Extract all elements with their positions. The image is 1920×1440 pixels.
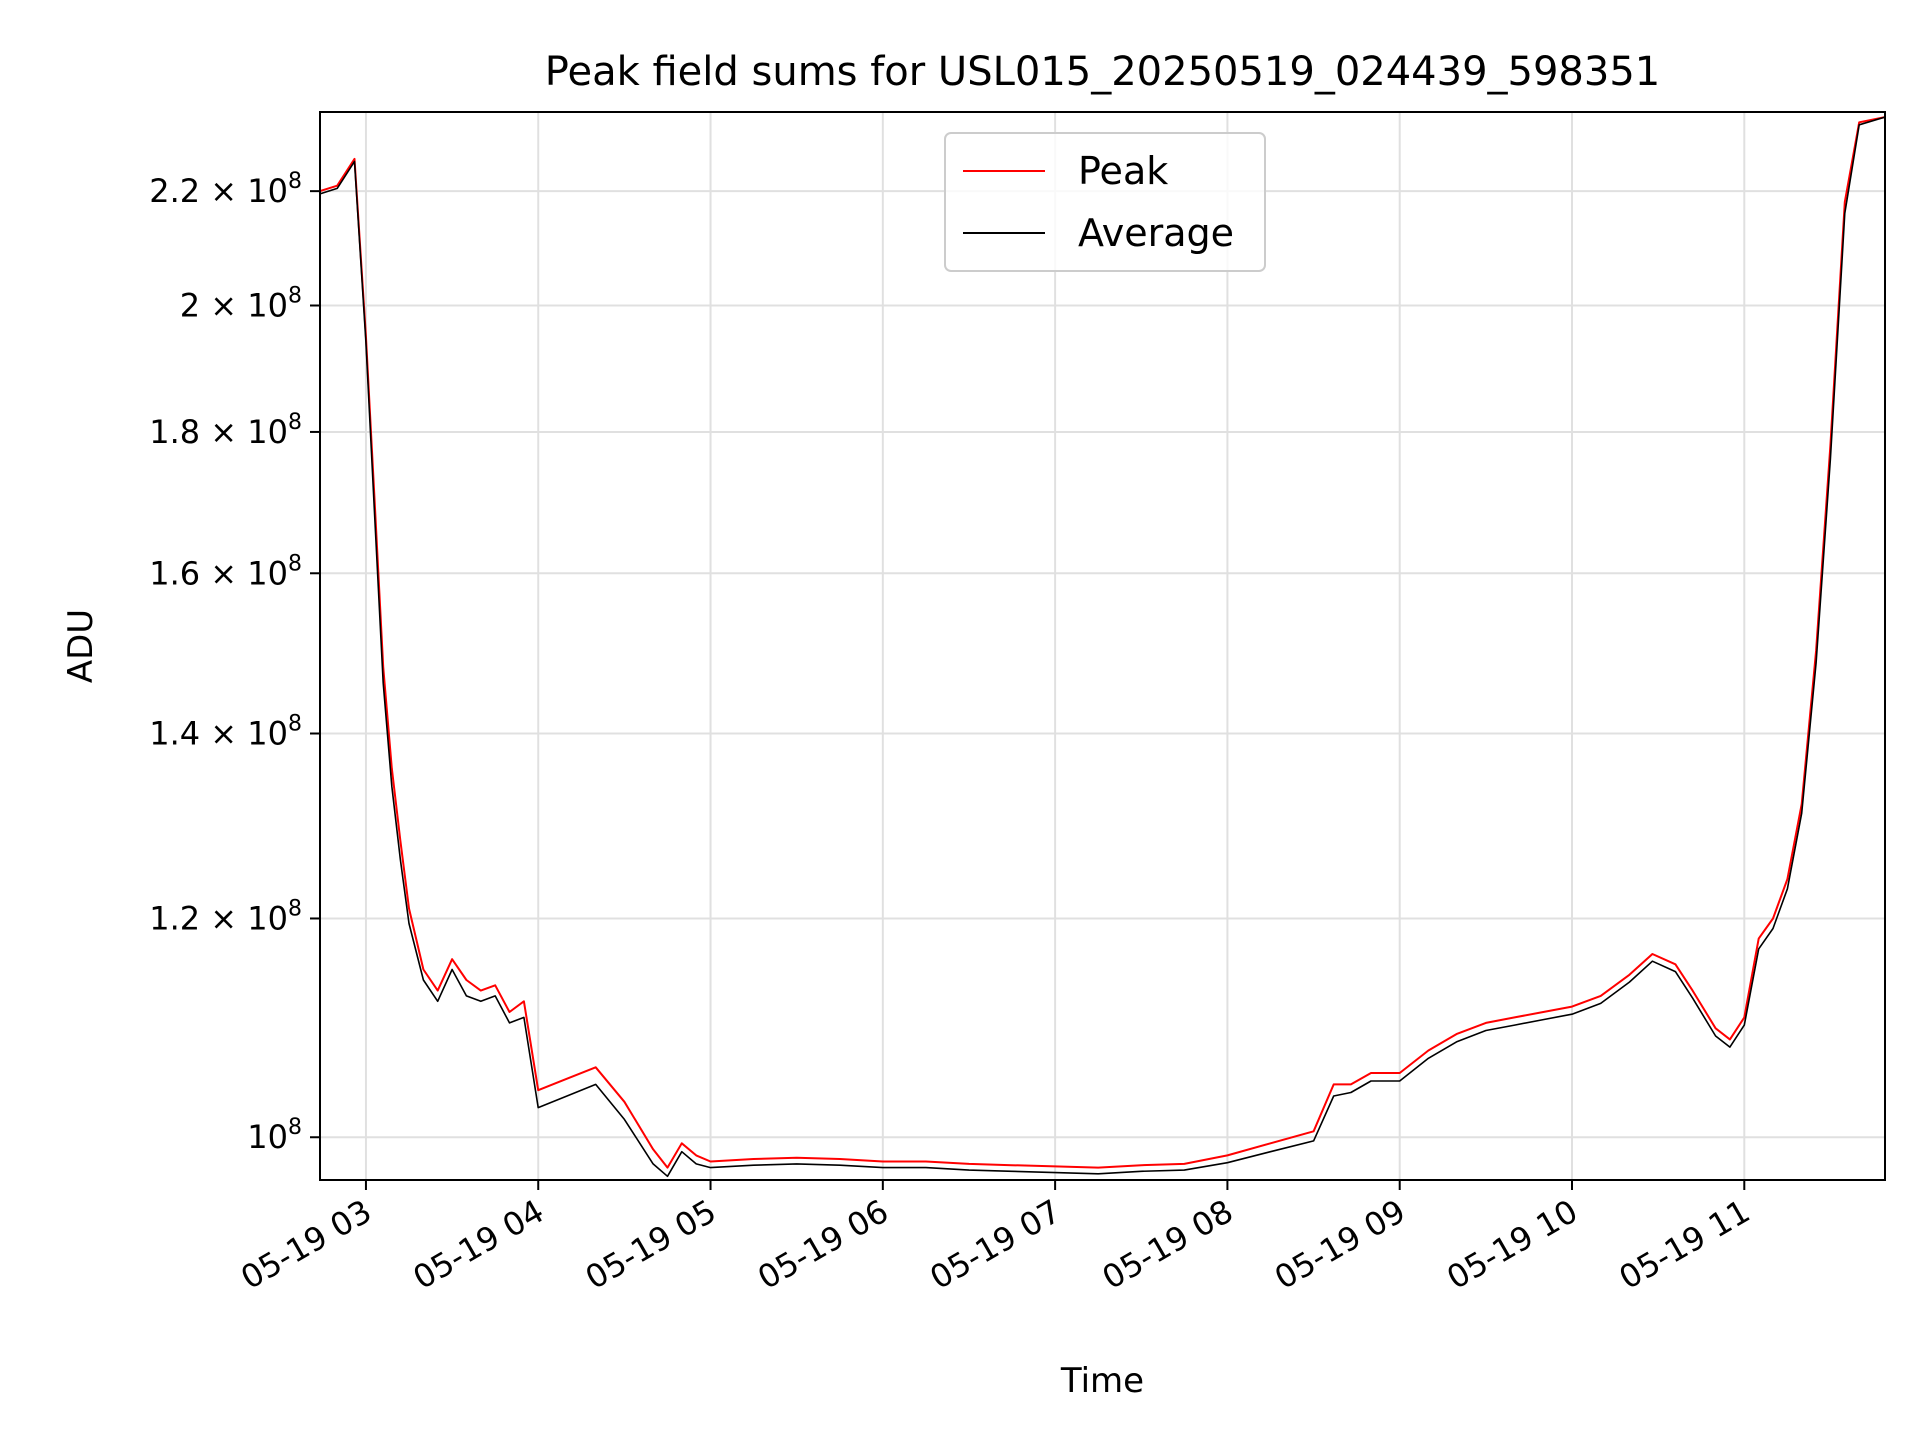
- y-axis-label: ADU: [61, 609, 101, 683]
- y-tick-label: 1.8 × 108: [149, 410, 302, 451]
- x-axis-label: Time: [1060, 1361, 1144, 1401]
- grid-lines: [320, 112, 1885, 1180]
- y-tick-label: 2 × 108: [180, 284, 302, 325]
- series-layer: [319, 116, 1886, 1178]
- legend: Peak Average: [944, 132, 1266, 272]
- plot-frame: [319, 111, 1886, 1181]
- y-tick-label: 1.4 × 108: [149, 712, 302, 753]
- y-tick-label: 108: [247, 1115, 302, 1156]
- series-line-average: [319, 116, 1886, 1178]
- y-tick-labels: 108 1.2 × 108 1.4 × 108 1.6 × 108 1.8 × 108 2…: [149, 169, 302, 1156]
- y-tick-label: 1.2 × 108: [149, 896, 302, 937]
- series-line-peak: [319, 116, 1886, 1169]
- legend-label-average: Average: [1078, 211, 1234, 255]
- legend-label-peak: Peak: [1078, 149, 1168, 193]
- y-tick-label: 1.6 × 108: [149, 551, 302, 592]
- legend-box: [944, 132, 1266, 272]
- y-tick-label: 2.2 × 108: [149, 169, 302, 210]
- chart-title: Peak field sums for USL015_20250519_0244…: [545, 49, 1660, 95]
- axis-ticks: [310, 190, 1746, 1190]
